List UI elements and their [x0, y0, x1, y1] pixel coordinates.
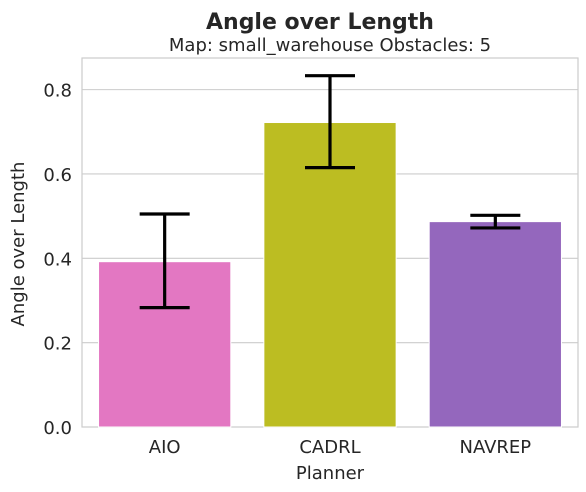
chart-title: Angle over Length — [206, 10, 434, 35]
x-tick-label: CADRL — [299, 437, 360, 458]
x-tick-label: NAVREP — [459, 437, 531, 458]
y-tick-label: 0.4 — [43, 249, 72, 270]
y-tick-label: 0.8 — [43, 81, 72, 102]
chart-subtitle: Map: small_warehouse Obstacles: 5 — [169, 35, 491, 56]
y-tick-label: 0.6 — [43, 165, 72, 186]
bars — [98, 122, 562, 428]
x-axis-label: Planner — [296, 463, 365, 484]
x-tick-labels: AIO CADRL NAVREP — [149, 437, 532, 458]
y-tick-labels: 0.0 0.2 0.4 0.6 0.8 — [43, 81, 72, 439]
bar-aio — [98, 261, 232, 428]
y-tick-label: 0.2 — [43, 334, 72, 355]
error-bar-aio — [139, 212, 190, 310]
y-axis-label: Angle over Length — [8, 162, 29, 327]
bar-cadrl — [263, 122, 397, 428]
error-bars — [139, 74, 521, 310]
y-tick-label: 0.0 — [43, 418, 72, 439]
bar-navrep — [428, 221, 562, 428]
error-bar-cadrl — [305, 74, 355, 170]
error-bar-navrep — [470, 213, 521, 230]
x-tick-label: AIO — [149, 437, 181, 458]
